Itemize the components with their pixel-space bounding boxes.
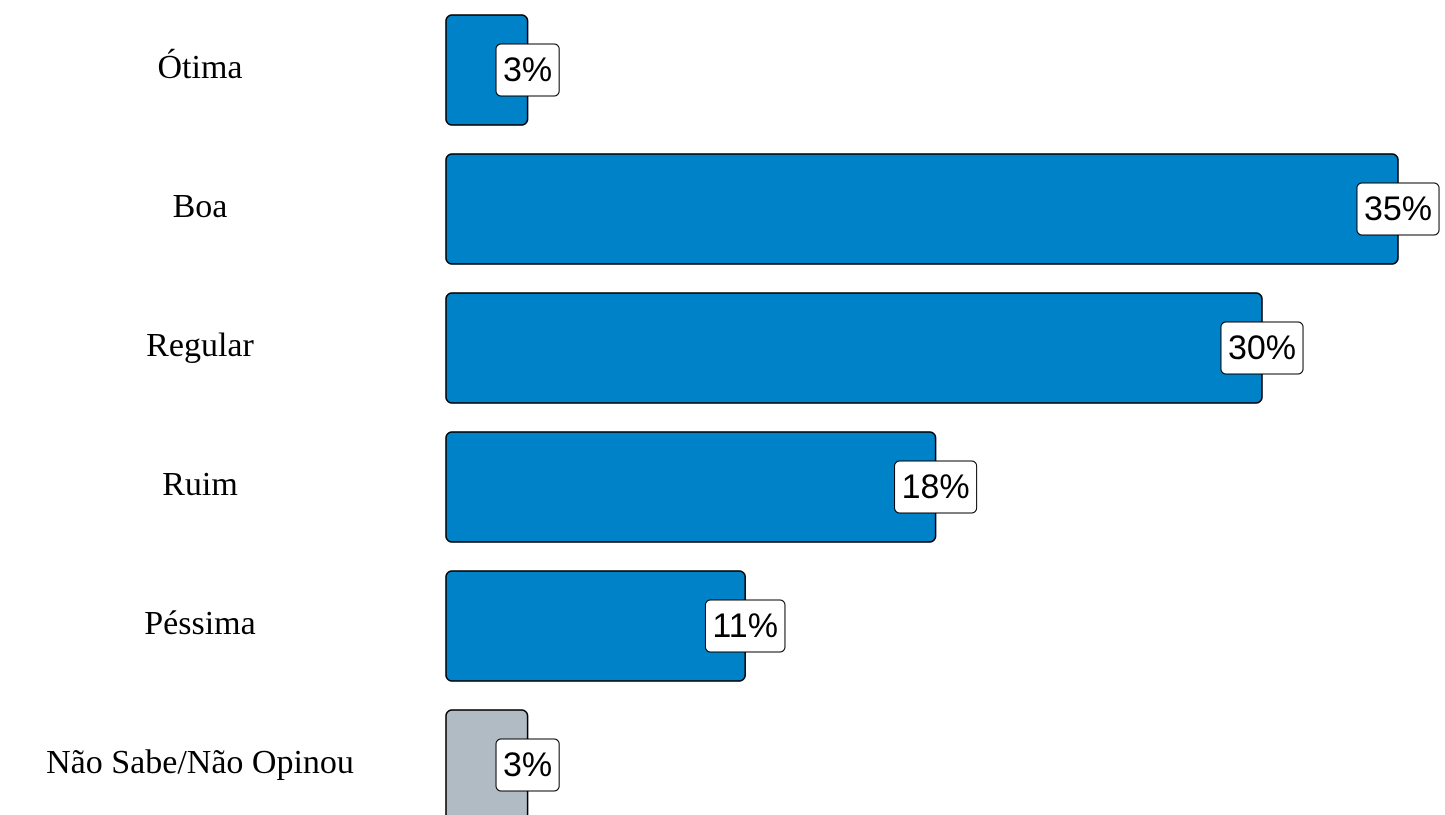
value-label-box (894, 460, 978, 514)
value-label-box (495, 738, 560, 792)
bar (445, 292, 1263, 404)
category-label: Não Sabe/Não Opinou (46, 744, 354, 781)
category-label: Péssima (144, 605, 255, 642)
value-label: 11% (712, 607, 778, 645)
value-label: 18% (902, 468, 970, 506)
value-label-box (1220, 321, 1304, 375)
value-label-box (704, 599, 786, 653)
bar (445, 570, 746, 682)
category-label: Ótima (158, 48, 243, 86)
category-label: Ruim (162, 466, 238, 503)
category-label: Regular (146, 327, 254, 364)
value-label-box (495, 43, 560, 97)
value-label: 30% (1228, 329, 1296, 367)
bar (445, 153, 1399, 265)
value-label: 3% (503, 746, 552, 784)
value-label: 3% (503, 51, 552, 89)
value-label-box (1356, 182, 1440, 236)
value-label: 35% (1364, 190, 1432, 228)
bar (445, 431, 937, 543)
category-label: Boa (173, 188, 228, 225)
